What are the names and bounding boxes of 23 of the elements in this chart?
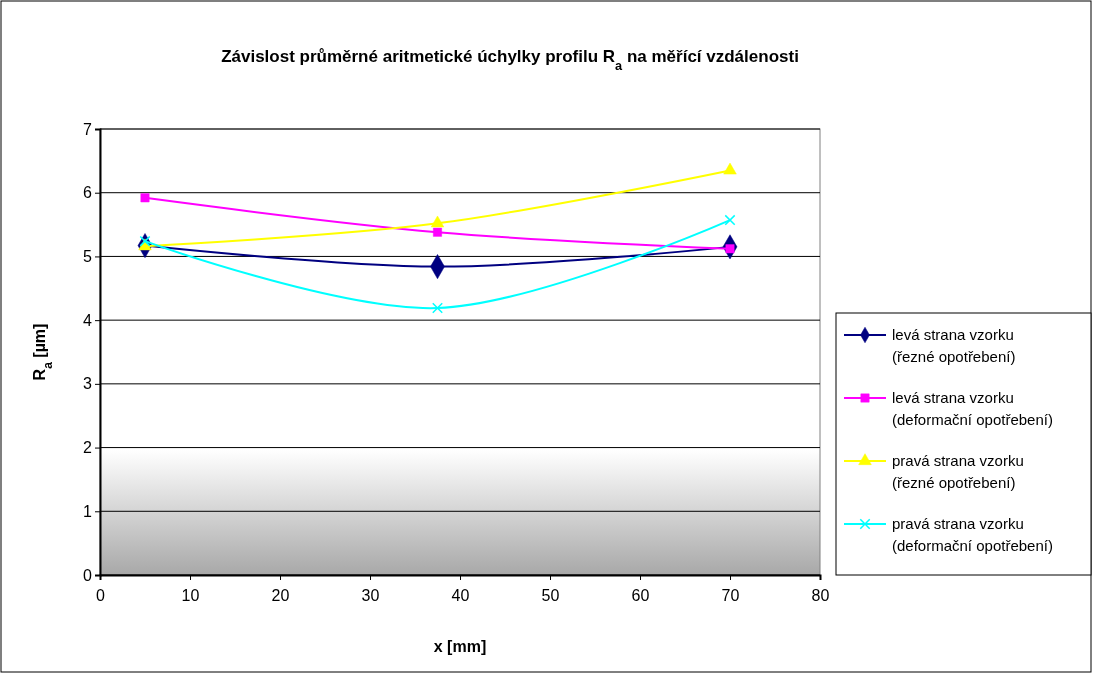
y-tick-label: 4 — [83, 311, 93, 329]
x-tick-label: 80 — [811, 586, 830, 604]
y-tick-label: 5 — [83, 248, 93, 266]
y-tick-label: 2 — [83, 439, 93, 457]
x-tick-label: 60 — [631, 586, 650, 604]
x-tick-label: 70 — [721, 586, 740, 604]
x-tick-label: 0 — [96, 586, 106, 604]
legend-label: levá strana vzorku (řezné opotřebení) — [892, 326, 1016, 365]
y-tick-label: 7 — [83, 120, 93, 138]
y-tick-label: 1 — [83, 502, 93, 520]
chart-title: Závislost průměrné aritmetické úchylky profilu R$_{a}$ na měřící vzdálenosti — [221, 47, 799, 73]
x-tick-label: 10 — [181, 586, 200, 604]
y-tick-label: 6 — [83, 184, 93, 202]
x-tick-label: 50 — [541, 586, 560, 604]
x-tick-label: 20 — [271, 586, 290, 604]
y-tick-label: 3 — [83, 375, 93, 393]
x-axis-title: x [mm] — [433, 638, 487, 655]
legend-label: levá strana vzorku (deformační opotřebení) — [892, 389, 1053, 428]
x-tick-label: 40 — [451, 586, 470, 604]
legend-label: pravá strana vzorku (řezné opotřebení) — [892, 452, 1024, 491]
legend-label: pravá strana vzorku (deformační opotřebení) — [892, 515, 1053, 554]
y-tick-label: 0 — [83, 566, 93, 584]
x-tick-label: 30 — [361, 586, 380, 604]
